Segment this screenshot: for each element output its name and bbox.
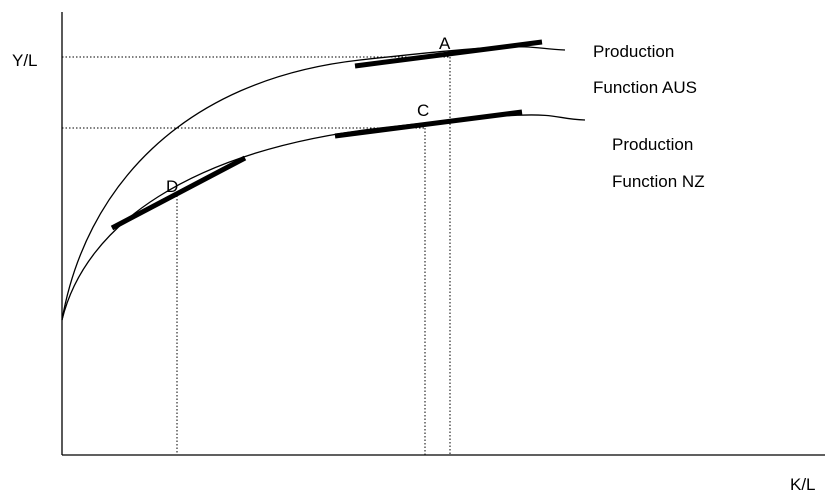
curve-label: Function AUS [593, 78, 697, 97]
x-axis-label: K/L [790, 475, 816, 494]
tangent-c [334, 109, 523, 139]
curve-label: Function NZ [612, 172, 705, 191]
curve-label: Production [593, 42, 674, 61]
point-label: C [417, 101, 429, 120]
curve-nz [61, 114, 586, 321]
tangent-a [354, 39, 543, 69]
point-label: A [439, 34, 451, 53]
point-label: D [166, 177, 178, 196]
y-axis-label: Y/L [12, 51, 38, 70]
curve-label: Production [612, 135, 693, 154]
tangent-d [110, 155, 247, 231]
curve-aus [61, 46, 566, 321]
